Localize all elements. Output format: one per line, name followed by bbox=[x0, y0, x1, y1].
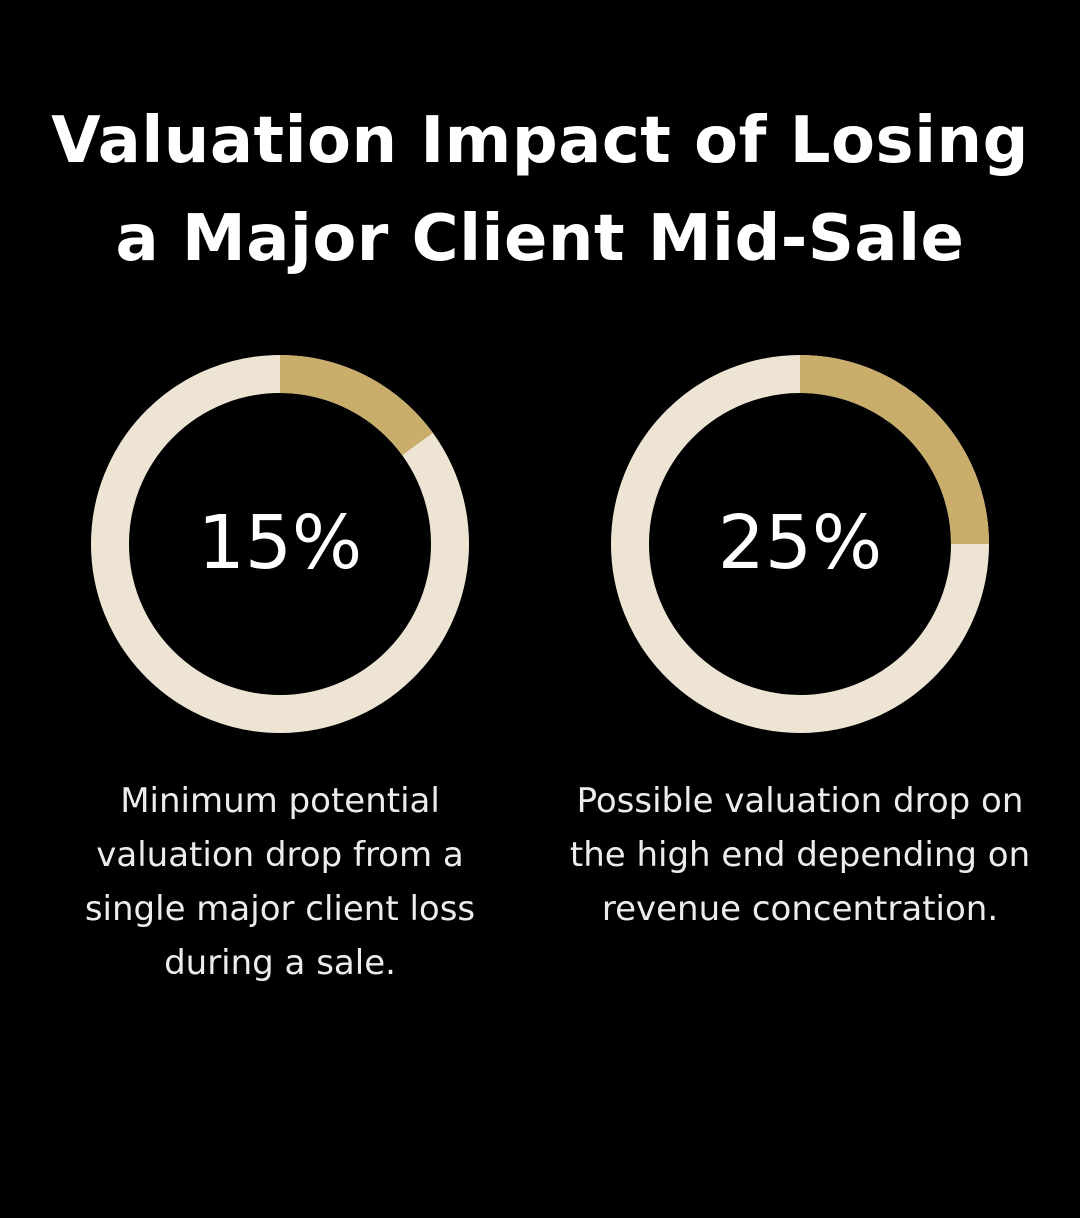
donut-value-label: 25% bbox=[718, 500, 882, 586]
stat-card-high-end: 25% Possible valuation drop on the high … bbox=[540, 354, 1060, 936]
donut-value-arc bbox=[799, 355, 989, 545]
stat-card-minimum: 15% Minimum potential valuation drop fro… bbox=[20, 354, 540, 990]
donut-value-label: 15% bbox=[198, 500, 362, 586]
title-line-1: Valuation Impact of Losing bbox=[51, 104, 1029, 178]
stat-caption: Possible valuation drop on the high end … bbox=[569, 781, 1031, 929]
donut-value-arc bbox=[279, 355, 433, 456]
donut-chart-minimum: 15% bbox=[91, 355, 469, 733]
donut-chart-high-end: 25% bbox=[611, 355, 989, 733]
title-line-2: a Major Client Mid-Sale bbox=[115, 202, 965, 276]
stat-caption: Minimum potential valuation drop from a … bbox=[84, 781, 476, 983]
page-title: Valuation Impact of Losing a Major Clien… bbox=[0, 92, 1080, 288]
